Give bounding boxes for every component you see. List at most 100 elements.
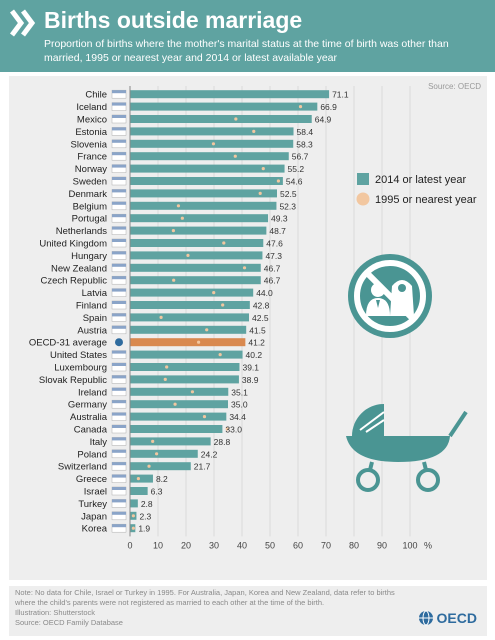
marker-1995 — [205, 328, 209, 332]
marker-1995 — [222, 241, 226, 245]
data-label: 38.9 — [242, 375, 259, 385]
bar — [130, 263, 261, 272]
marker-1995 — [211, 142, 216, 146]
flag-band — [112, 487, 126, 490]
flag-icon — [111, 226, 127, 235]
marker-1995 — [221, 303, 225, 307]
category-label: Spain — [83, 313, 107, 324]
category-label: Ireland — [78, 387, 107, 398]
data-label: 48.7 — [269, 226, 286, 236]
flag-band — [112, 201, 126, 205]
marker-1995 — [298, 105, 303, 109]
flag-icon — [111, 437, 127, 446]
bar — [130, 152, 289, 161]
marker-1995 — [225, 427, 229, 431]
x-tick-label: 80 — [349, 540, 359, 550]
marker-1995 — [212, 291, 216, 295]
bar — [130, 102, 318, 111]
flag-band — [112, 115, 126, 118]
data-label: 42.5 — [252, 313, 269, 323]
data-label: 24.2 — [201, 449, 218, 459]
flag-band — [112, 437, 126, 441]
data-label: 55.2 — [288, 164, 305, 174]
flag-icon — [111, 313, 127, 322]
x-tick-label: 70 — [321, 540, 331, 550]
data-label: 54.6 — [286, 177, 303, 187]
marker-1995 — [147, 464, 151, 468]
flag-icon — [111, 189, 127, 198]
data-label: 1.9 — [138, 524, 150, 534]
flag-icon — [111, 461, 127, 471]
bar — [130, 387, 229, 396]
category-label: France — [77, 152, 107, 163]
category-label: Latvia — [82, 288, 108, 299]
marker-1995 — [258, 191, 262, 195]
flag-icon — [111, 102, 127, 111]
category-label: Sweden — [73, 177, 107, 188]
bar — [130, 375, 239, 384]
flag-icon — [111, 213, 127, 223]
flag-band — [112, 164, 126, 168]
flag-band — [112, 263, 126, 267]
category-label: Luxembourg — [54, 363, 107, 374]
marker-1995 — [131, 526, 135, 530]
x-tick-label: 10 — [153, 540, 163, 550]
flag-icon — [111, 288, 127, 297]
bar — [130, 325, 247, 334]
footnote-box: Note: No data for Chile, Israel or Turke… — [9, 586, 487, 636]
category-label: OECD-31 average — [29, 338, 107, 349]
legend-swatch-1995 — [356, 192, 370, 206]
flag-band — [112, 350, 126, 354]
legend-swatch-2014 — [357, 173, 369, 185]
marker-1995 — [197, 340, 201, 344]
flag-icon — [111, 474, 127, 483]
flag-icon — [111, 325, 127, 335]
data-label: 47.3 — [265, 251, 282, 261]
flag-band — [112, 499, 126, 503]
marker-1995 — [202, 415, 207, 419]
flag-band — [112, 239, 126, 242]
marker-1995 — [136, 477, 140, 481]
bar — [130, 338, 246, 347]
marker-1995 — [252, 129, 256, 133]
flag-icon — [111, 139, 127, 149]
category-label: Poland — [77, 449, 107, 460]
flag-icon — [111, 275, 127, 285]
data-label: 35.0 — [231, 400, 248, 410]
marker-1995 — [180, 216, 184, 220]
data-label: 40.2 — [246, 350, 263, 360]
marker-1995 — [131, 514, 135, 518]
data-label: 58.4 — [297, 127, 314, 137]
bar — [130, 412, 227, 421]
bar — [130, 177, 283, 185]
category-label: Belgium — [73, 201, 107, 212]
flag-icon — [111, 350, 127, 359]
bar — [130, 499, 138, 508]
flag-band — [112, 313, 126, 317]
marker-1995 — [190, 390, 195, 394]
flag-icon — [111, 486, 127, 496]
bar — [130, 487, 148, 495]
x-tick-label: 40 — [237, 540, 247, 550]
flag-band — [112, 189, 126, 193]
flag-icon — [111, 511, 127, 521]
flag-band — [112, 139, 126, 143]
illustration-credit: Illustration: Shutterstock — [15, 608, 96, 617]
category-label: Hungary — [71, 251, 107, 262]
category-label: Estonia — [75, 127, 107, 138]
bar — [130, 201, 277, 210]
flag-band — [112, 301, 126, 304]
category-label: Japan — [81, 511, 107, 522]
x-tick-label: 90 — [377, 540, 387, 550]
marker-1995 — [242, 266, 247, 270]
data-label: 2.3 — [139, 511, 151, 521]
page-subtitle: Proportion of births where the mother's … — [44, 38, 449, 64]
category-label: Iceland — [76, 102, 107, 113]
category-label: Korea — [82, 524, 108, 535]
footnote-text: Note: No data for Chile, Israel or Turke… — [15, 588, 395, 607]
flag-band — [112, 462, 126, 466]
marker-1995 — [155, 452, 159, 456]
flag-icon — [111, 362, 127, 372]
category-label: Turkey — [78, 499, 107, 510]
data-label: 71.1 — [332, 90, 349, 100]
